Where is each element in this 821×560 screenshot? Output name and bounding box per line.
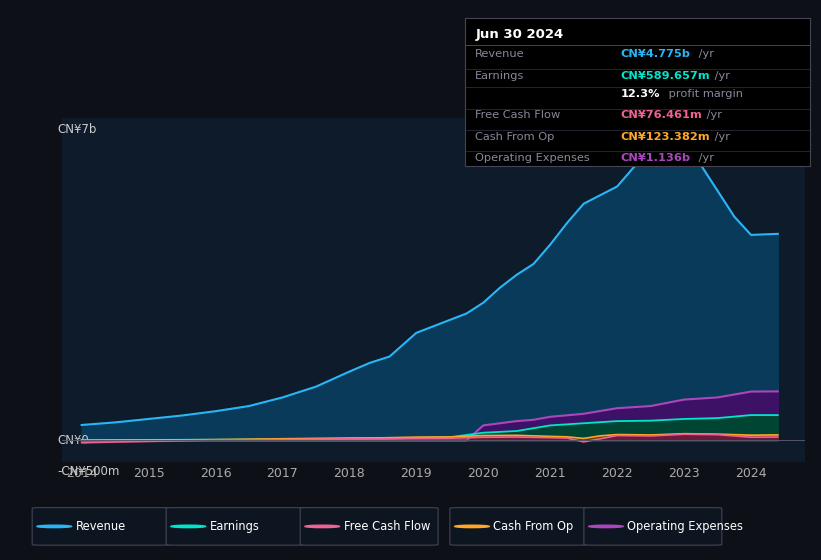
Text: Free Cash Flow: Free Cash Flow [475, 110, 561, 120]
Text: -CN¥500m: -CN¥500m [57, 465, 120, 478]
Text: CN¥4.775b: CN¥4.775b [620, 49, 690, 59]
Text: CN¥0: CN¥0 [57, 434, 89, 447]
FancyBboxPatch shape [584, 507, 722, 545]
Text: /yr: /yr [695, 153, 714, 164]
Text: Cash From Op: Cash From Op [475, 132, 555, 142]
Text: Earnings: Earnings [209, 520, 259, 533]
Text: /yr: /yr [711, 132, 730, 142]
FancyBboxPatch shape [300, 507, 438, 545]
Text: Free Cash Flow: Free Cash Flow [343, 520, 430, 533]
FancyBboxPatch shape [32, 507, 170, 545]
Circle shape [37, 525, 71, 528]
Text: Operating Expenses: Operating Expenses [475, 153, 590, 164]
Text: CN¥123.382m: CN¥123.382m [620, 132, 710, 142]
Circle shape [305, 525, 340, 528]
Text: /yr: /yr [703, 110, 722, 120]
Circle shape [589, 525, 623, 528]
Text: Operating Expenses: Operating Expenses [627, 520, 743, 533]
Text: CN¥7b: CN¥7b [57, 123, 97, 136]
Circle shape [171, 525, 205, 528]
Circle shape [455, 525, 489, 528]
Text: Revenue: Revenue [76, 520, 126, 533]
FancyBboxPatch shape [450, 507, 588, 545]
Text: 12.3%: 12.3% [620, 89, 660, 99]
Text: CN¥589.657m: CN¥589.657m [620, 71, 710, 81]
Text: Revenue: Revenue [475, 49, 525, 59]
Text: profit margin: profit margin [665, 89, 743, 99]
Text: Jun 30 2024: Jun 30 2024 [475, 29, 563, 41]
Text: Cash From Op: Cash From Op [493, 520, 574, 533]
Text: CN¥1.136b: CN¥1.136b [620, 153, 690, 164]
Text: CN¥76.461m: CN¥76.461m [620, 110, 702, 120]
Text: Earnings: Earnings [475, 71, 525, 81]
Text: /yr: /yr [695, 49, 714, 59]
FancyBboxPatch shape [166, 507, 304, 545]
Text: /yr: /yr [711, 71, 730, 81]
